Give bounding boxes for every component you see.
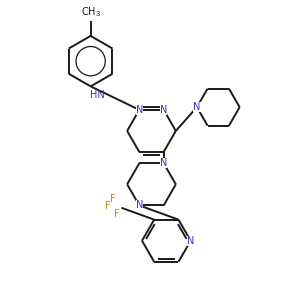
Text: N: N xyxy=(136,200,143,210)
Text: N: N xyxy=(160,158,167,168)
Text: HN: HN xyxy=(90,90,105,100)
Text: CH$_3$: CH$_3$ xyxy=(81,5,100,19)
Text: N: N xyxy=(160,105,167,115)
Text: F: F xyxy=(110,194,116,205)
Text: N: N xyxy=(187,236,194,246)
Text: N: N xyxy=(136,105,143,115)
Text: F: F xyxy=(105,201,110,211)
Text: N: N xyxy=(193,102,201,112)
Text: F: F xyxy=(114,209,120,219)
